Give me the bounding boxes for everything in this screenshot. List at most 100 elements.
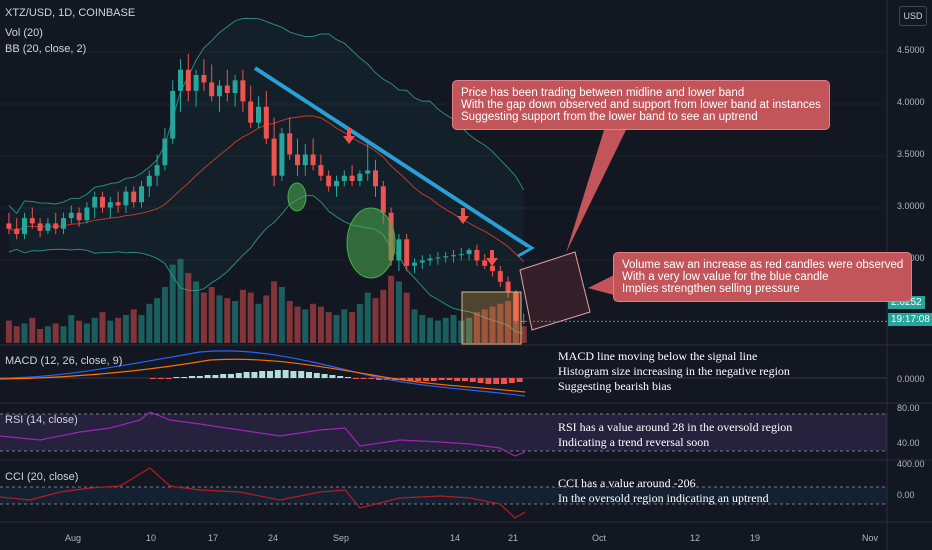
volume-bar [388,275,395,343]
volume-bar [302,309,309,343]
candle-body [380,186,386,213]
volume-bar [107,320,114,343]
candle-body [22,218,27,234]
price-tick: 3.5000 [897,149,925,159]
macd-hist-bar [313,373,320,378]
volume-bar [5,320,12,343]
candle-body [76,212,82,221]
volume-bar [91,317,98,343]
vol-legend[interactable]: Vol (20) [5,27,43,39]
candle-body [474,249,480,261]
macd-hist-bar [399,378,406,380]
macd-hist-bar [360,378,367,379]
candle-body [482,260,488,266]
bb-legend[interactable]: BB (20, close, 2) [5,43,87,55]
countdown-tag: 19:17:08 [888,313,932,326]
candle-body [357,173,363,181]
candle-body [302,154,308,166]
cci-tick: 400.00 [897,459,925,469]
volume-bar [489,306,496,343]
macd-hist-bar [454,378,461,381]
volume-bar [138,315,145,343]
candle-body [14,228,20,234]
currency-button[interactable]: USD [899,6,927,26]
volume-bar [286,301,293,343]
volume-bar [60,326,67,343]
candle-body [263,106,269,139]
macd-hist-bar [352,378,359,379]
note-pointer [566,130,626,253]
candle-body [248,101,254,123]
macd-hist-bar [462,378,468,381]
bb-lower-line [8,195,524,334]
rsi-legend[interactable]: RSI (14, close) [5,414,78,426]
candle-body [521,320,527,322]
macd-hist-bar [189,376,195,378]
time-tick: 17 [208,533,219,543]
rsi-note-line: RSI has a value around 28 in the oversol… [558,420,793,434]
candle-body [61,218,66,229]
candle-body [279,133,285,176]
volume-note: Volume saw an increase as red candles we… [613,252,913,302]
candle-body [154,165,160,176]
macd-hist-bar [235,373,242,378]
macd-hist-bar [516,378,523,382]
bb-upper-line [8,17,525,215]
down-arrow-icon [343,128,355,144]
candle-body [37,223,43,231]
macd-hist-bar [446,378,453,380]
macd-hist-bar [469,378,476,382]
macd-legend[interactable]: MACD (12, 26, close, 9) [5,355,123,367]
macd-hist-bar [243,372,250,378]
macd-hist-bar [150,378,156,379]
volume-bar [130,309,137,343]
price-note-line: With the gap down observed and support f… [461,99,821,111]
macd-hist-bar [407,378,414,381]
volume-bar [185,273,192,343]
down-arrow-icon [486,250,498,266]
macd-hist-bar [157,378,164,379]
volume-bar [83,323,90,343]
candle-body [427,258,433,261]
candle-body [373,170,378,187]
candle-body [115,202,121,206]
candle-body [295,154,300,166]
candle-body [396,239,402,261]
macd-hist-bar [220,374,227,378]
candle-body [435,257,441,259]
candle-body [404,239,410,266]
candle-body [131,191,137,203]
candle-body [100,196,105,208]
candle-body [139,186,144,203]
volume-bar [403,292,410,343]
macd-hist-bar [267,371,273,378]
macd-hist-bar [329,375,336,378]
time-tick: Nov [862,533,879,543]
candle-body [68,212,74,219]
candle-body [107,202,113,208]
volume-bar [154,298,161,343]
macd-hist-bar [423,378,429,381]
macd-hist-bar [204,375,211,378]
candle-body [490,265,495,272]
candle-body [224,85,230,93]
volume-bar [317,306,324,343]
candle-body [185,69,191,91]
macd-hist-bar [368,378,375,379]
volume-bar [115,317,122,343]
volume-bar [255,303,262,343]
volume-bar [99,312,106,343]
price-note-line: Price has been trading between midline a… [461,87,745,99]
macd-hist-bar [298,371,305,378]
volume-bar [442,317,449,343]
macd-hist-bar [274,370,281,378]
volume-bar [505,301,512,343]
cci-note-line: CCI has a value around -206 [558,476,696,490]
volume-bar [44,326,51,343]
candle-body [209,82,215,97]
time-tick: 10 [146,533,157,543]
cci-legend[interactable]: CCI (20, close) [5,471,79,483]
volume-bar [427,317,434,343]
down-arrow-icon [457,208,469,224]
